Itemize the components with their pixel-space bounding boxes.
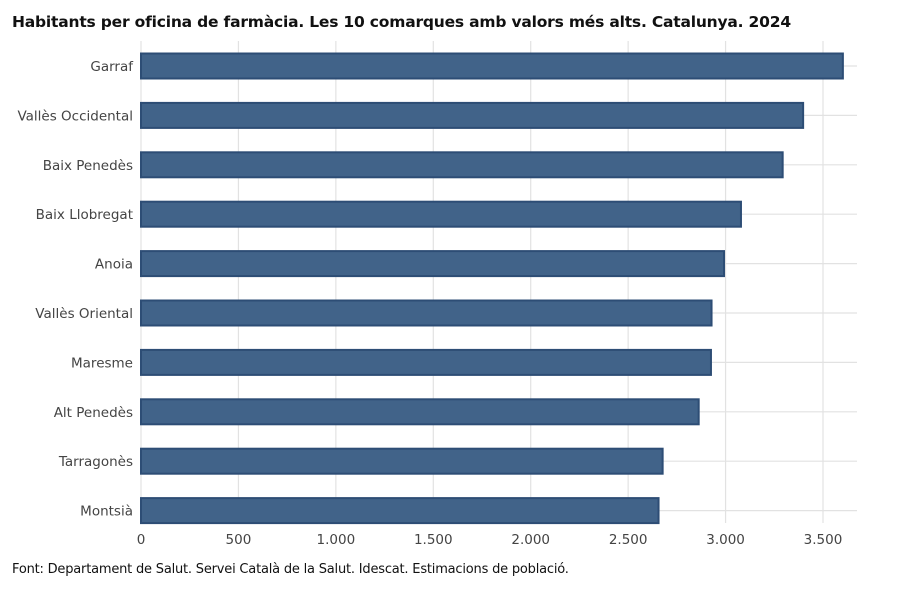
bar-garraf [140,52,844,80]
category-label: Baix Penedès [43,158,133,174]
x-tick-label: 2.000 [511,532,550,548]
x-tick-label: 1.000 [317,532,356,548]
bar-tarragon-s [140,447,664,475]
x-tick-label: 0 [137,532,146,548]
bar-alt-pened-s [140,398,700,426]
x-axis-ticks: 0 500 1.000 1.500 2.000 2.500 3.000 3.500 [137,532,843,548]
category-label: Anoia [95,257,133,273]
bar-maresme [140,348,712,376]
bar-baix-llobregat [140,200,742,228]
category-labels: Garraf Vallès Occidental Baix Penedès Baix … [17,59,134,520]
x-tick-label: 1.500 [414,532,453,548]
source-note: Font: Departament de Salut. Servei Catal… [12,562,569,577]
bar-vall-s-oriental [140,299,713,327]
x-tick-label: 500 [226,532,252,548]
category-label: Alt Penedès [54,405,133,421]
category-label: Montsià [80,504,133,520]
bar-layer [140,52,844,525]
category-label: Garraf [90,59,134,75]
x-tick-label: 3.000 [706,532,745,548]
category-label: Maresme [71,355,133,371]
x-tick-label: 3.500 [804,532,843,548]
bar-vall-s-occidental [140,101,805,129]
bar-montsi- [140,497,660,525]
chart-title: Habitants per oficina de farmàcia. Les 1… [12,13,791,31]
x-tick-label: 2.500 [609,532,648,548]
category-label: Vallès Oriental [35,306,133,322]
bar-baix-pened-s [140,151,784,179]
bar-anoia [140,250,726,278]
category-label: Vallès Occidental [17,108,133,124]
category-label: Tarragonès [58,454,133,470]
category-label: Baix Llobregat [36,207,133,223]
